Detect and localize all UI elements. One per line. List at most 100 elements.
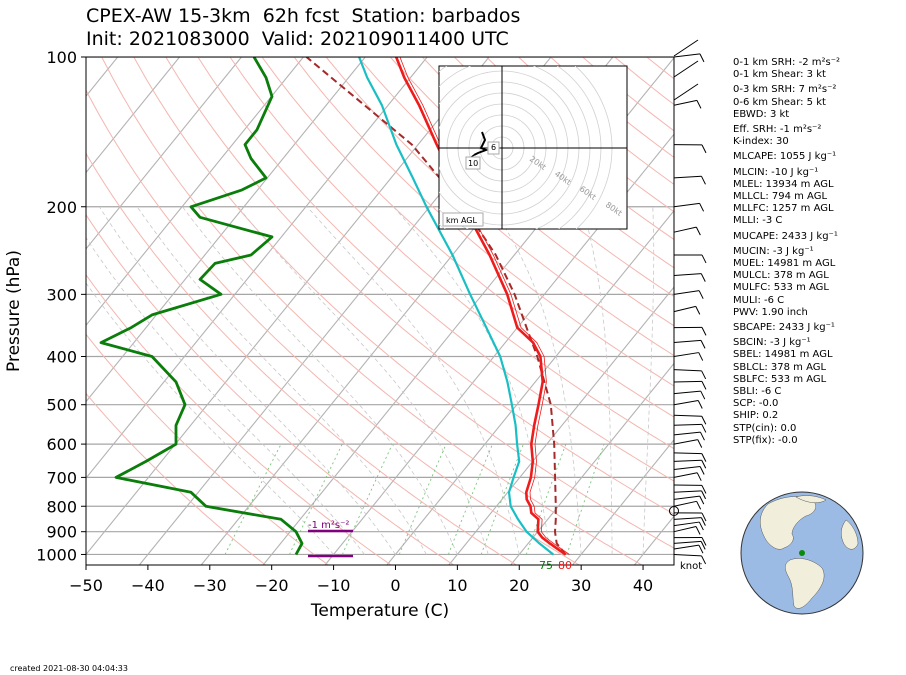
globe-land-south-america — [785, 558, 825, 609]
wind-barb-flag — [697, 400, 703, 409]
stat-line: MUCIN: -3 J kg⁻¹ — [733, 245, 814, 257]
wind-barb — [673, 369, 702, 372]
x-tick-label: −30 — [193, 576, 227, 595]
wind-barb — [673, 60, 699, 78]
stat-line: SBCIN: -3 J kg⁻¹ — [733, 337, 811, 349]
stat-line: K-index: 30 — [733, 136, 789, 148]
isotherm — [86, 57, 304, 327]
wind-barb-flag — [695, 526, 701, 535]
isotherm — [86, 57, 242, 250]
wind-barb-flag — [700, 541, 706, 550]
wind-barb — [673, 414, 702, 417]
wind-barb-flag — [696, 501, 702, 510]
wind-barb — [673, 544, 700, 550]
stat-line: EBWD: 3 kt — [733, 108, 790, 120]
wind-barb-flag — [700, 273, 706, 282]
stat-line: MLCAPE: 1055 J kg⁻¹ — [733, 151, 837, 163]
mixing-ratio-line — [525, 443, 567, 555]
hodograph-legend: km AGL — [446, 216, 478, 225]
wind-barb — [673, 431, 701, 436]
stat-line: MULI: -6 C — [733, 294, 785, 306]
dry-adiabat — [389, 57, 674, 298]
x-axis-label: Temperature (C) — [310, 601, 449, 621]
mixing-ratio-line — [447, 443, 493, 555]
stat-line: 0-3 km SRH: 7 m²s⁻² — [733, 84, 837, 96]
wind-barb-flag — [701, 485, 707, 494]
wind-barb-flag — [700, 431, 705, 441]
wind-barb-flag — [701, 327, 707, 336]
dry-adiabat — [293, 57, 674, 387]
stat-line: SCP: -0.0 — [733, 398, 779, 410]
wind-barb-flag — [700, 340, 706, 349]
dry-adiabat — [197, 57, 674, 482]
stat-line: SBCAPE: 2433 J kg⁻¹ — [733, 322, 835, 334]
mixing-ratio-line — [341, 443, 393, 555]
stat-line: MULFC: 533 m AGL — [733, 282, 829, 294]
moist-adiabat — [182, 206, 458, 555]
globe-land-greenland — [795, 495, 827, 503]
hodograph-height-box — [465, 156, 481, 170]
chart-title-line2: Init: 2021083000 Valid: 2021090114​00 UT… — [86, 28, 509, 50]
mixing-ratio-line — [289, 443, 343, 555]
wind-barb-flag — [701, 254, 707, 264]
wind-barb — [673, 53, 701, 58]
wind-barb-flag — [698, 352, 704, 361]
wind-barb — [673, 517, 702, 520]
wind-barb — [673, 521, 700, 527]
wind-barb — [673, 273, 702, 277]
surface-dewpoint-label: 75 — [539, 559, 553, 572]
chart-title-line1: CPEX-AW 15-3km 62h fcst Station: barbado… — [86, 5, 521, 27]
wind-barb — [673, 526, 697, 533]
isotherm — [324, 133, 674, 565]
dry-adiabat — [101, 57, 643, 565]
dry-adiabat — [86, 392, 266, 565]
y-tick-label: 200 — [46, 198, 77, 217]
wind-barbs: knot — [669, 39, 707, 572]
wind-barb-flag — [699, 53, 705, 63]
wind-barb — [673, 553, 702, 557]
wind-barb — [673, 202, 700, 208]
isotherm — [86, 57, 366, 403]
y-tick-label: 300 — [46, 285, 77, 304]
isotherm — [448, 286, 674, 565]
stat-line: MLLI: -3 C — [733, 215, 783, 227]
moist-adiabat — [98, 206, 396, 555]
dewpoint-ghost — [346, 57, 548, 555]
surface-temperature-label: 80 — [558, 559, 572, 572]
wind-barb-flag — [701, 537, 707, 546]
y-tick-label: 600 — [46, 435, 77, 454]
wind-barb — [673, 495, 700, 500]
wind-barb — [673, 439, 698, 445]
y-axis-label: Pressure (hPa) — [4, 250, 24, 372]
wind-barb-flag — [697, 439, 703, 448]
moist-adiabat — [642, 206, 655, 555]
x-tick-label: −20 — [255, 576, 289, 595]
stat-line: MLLCL: 794 m AGL — [733, 191, 828, 203]
mixing-ratio-line — [224, 443, 282, 555]
dry-adiabat — [133, 57, 674, 549]
x-tick-label: 40 — [633, 576, 653, 595]
wind-barb-flag — [701, 416, 707, 425]
profiles — [99, 57, 570, 556]
wind-barb — [673, 400, 699, 406]
dry-adiabat — [86, 213, 454, 565]
hodograph-height-label: 10 — [468, 159, 478, 168]
stat-line: 0-1 km Shear: 3 kt — [733, 69, 826, 81]
stat-line: MLEL: 13934 m AGL — [733, 178, 834, 190]
stat-line: MLLFC: 1257 m AGL — [733, 203, 834, 215]
wind-barb-flag — [701, 453, 707, 462]
isotherm — [86, 57, 490, 556]
wind-barb-flag — [696, 100, 702, 109]
isotherm — [510, 362, 674, 565]
wind-barb — [673, 472, 698, 478]
moist-adiabat — [581, 206, 613, 555]
background-lines — [86, 57, 674, 565]
dry-adiabat — [421, 57, 674, 269]
dry-adiabat — [86, 152, 517, 565]
wind-barb-flag — [695, 226, 701, 236]
y-tick-label: 800 — [46, 497, 77, 516]
wind-barb — [673, 226, 697, 233]
stat-line: STP(cin): 0.0 — [733, 422, 797, 434]
x-tick-label: −10 — [317, 576, 351, 595]
moist-adiabat — [491, 206, 582, 555]
